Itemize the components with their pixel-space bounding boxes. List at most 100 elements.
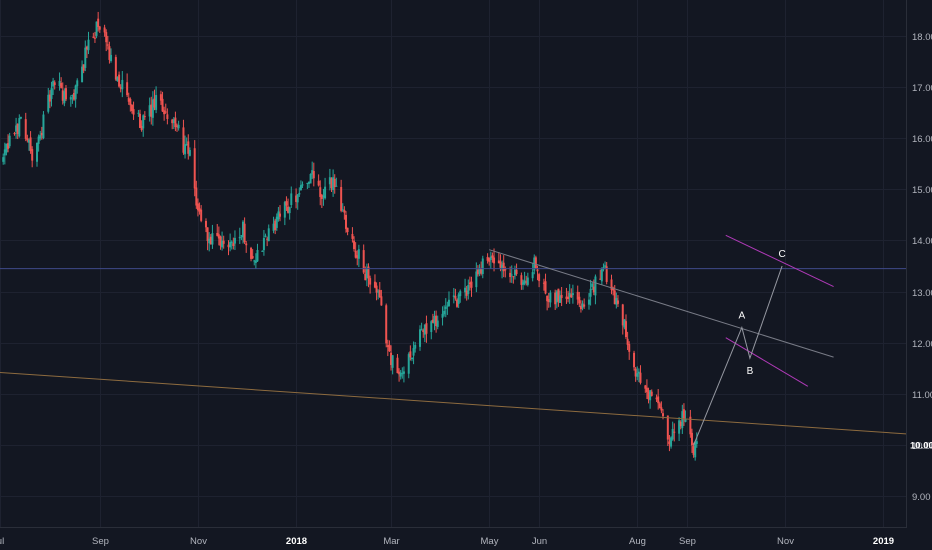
candle-body — [419, 329, 422, 347]
candle-body — [412, 348, 415, 356]
candle-body — [262, 237, 265, 251]
candle-body — [211, 233, 214, 245]
candle-body — [671, 428, 674, 440]
candle-body — [512, 276, 515, 278]
candle-body — [93, 37, 96, 39]
candle-body — [333, 178, 336, 188]
candle-body — [274, 220, 277, 230]
wave-label-c: C — [778, 249, 785, 260]
candle-body — [570, 294, 573, 298]
candle-body — [39, 135, 42, 139]
candle-body — [196, 203, 199, 211]
candle-body — [682, 409, 685, 420]
y-tick-label: 10.00 — [912, 441, 932, 452]
candle-body — [591, 283, 594, 287]
candle-body — [275, 216, 278, 228]
time-axis[interactable]: ul Sep Nov 2018 Mar May Jun Aug Sep Nov 2019 — [0, 536, 894, 547]
y-tick-label: 17.00 — [912, 83, 932, 94]
candle-body — [27, 139, 30, 143]
candle-body — [444, 306, 447, 309]
candle-body — [678, 420, 681, 434]
candle-body — [433, 315, 436, 324]
candle-body — [475, 271, 478, 288]
candle-body — [87, 39, 90, 51]
candle-body — [491, 255, 494, 258]
candle-body — [504, 268, 507, 271]
candle-body — [488, 258, 491, 262]
candle-body — [48, 94, 51, 102]
candle-body — [312, 171, 315, 179]
x-tick-label: Nov — [190, 536, 207, 547]
candle-body — [184, 144, 187, 155]
candle-body — [108, 46, 111, 60]
candle-body — [42, 114, 45, 139]
candle-body — [106, 44, 109, 46]
candle-body — [176, 125, 179, 128]
candle-body — [238, 236, 241, 239]
candle-body — [320, 194, 323, 199]
x-tick-label: Sep — [679, 536, 696, 547]
candle-body — [76, 80, 79, 87]
candle-body — [605, 266, 608, 282]
candle-body — [673, 431, 676, 433]
candle-body — [657, 396, 660, 404]
candle-body — [143, 116, 146, 118]
y-tick-label: 11.00 — [912, 390, 932, 401]
candle-body — [581, 303, 584, 308]
price-axis[interactable]: 9.00 10.00 11.00 12.00 13.00 14.00 15.00 16.00 1… — [910, 32, 932, 503]
wave-label-b: B — [747, 366, 754, 377]
candle-body — [240, 235, 243, 237]
resistance-trendline — [489, 249, 834, 358]
x-tick-label: Nov — [777, 536, 794, 547]
candle-body — [217, 234, 220, 239]
candle-body — [513, 269, 516, 276]
candle-body — [689, 416, 692, 435]
candle-body — [254, 260, 257, 263]
candle-body — [18, 118, 21, 137]
candle-body — [467, 285, 470, 295]
candle-body — [501, 264, 504, 270]
candle-body — [493, 257, 496, 264]
candle-body — [74, 85, 77, 100]
candle-body — [129, 98, 132, 106]
x-tick-label: Mar — [383, 536, 399, 547]
candle-body — [37, 136, 40, 144]
candle-body — [243, 223, 246, 243]
candle-body — [410, 357, 413, 360]
candle-body — [317, 180, 320, 186]
candle-body — [480, 269, 483, 274]
candle-body — [61, 90, 64, 101]
candle-body — [459, 291, 462, 297]
candle-body — [510, 274, 513, 276]
candle-body — [24, 119, 27, 139]
candle-body — [594, 276, 597, 296]
candle-body — [499, 261, 502, 268]
candle-body — [658, 403, 661, 409]
candle-body — [452, 295, 455, 297]
candle-body — [380, 296, 383, 306]
candle-body — [233, 237, 236, 244]
candle-body — [142, 115, 145, 129]
candle-body — [126, 82, 129, 96]
candle-body — [63, 91, 66, 104]
candle-body — [31, 149, 34, 161]
x-tick-label: 2018 — [286, 536, 307, 547]
candle-body — [174, 117, 177, 128]
candle-body — [16, 123, 19, 135]
candle-body — [137, 112, 140, 114]
candle-body — [344, 214, 347, 229]
x-tick-label: May — [481, 536, 499, 547]
candle-body — [628, 344, 631, 352]
candle-body — [637, 371, 640, 374]
candle-body — [576, 291, 579, 300]
candle-body — [151, 99, 154, 118]
candle-body — [692, 446, 695, 455]
candle-body — [583, 304, 586, 307]
candle-body — [468, 282, 471, 285]
candle-body — [209, 236, 212, 245]
candle-body — [140, 125, 143, 131]
candle-body — [71, 95, 74, 97]
candle-body — [283, 202, 286, 218]
candle-body — [319, 187, 322, 197]
